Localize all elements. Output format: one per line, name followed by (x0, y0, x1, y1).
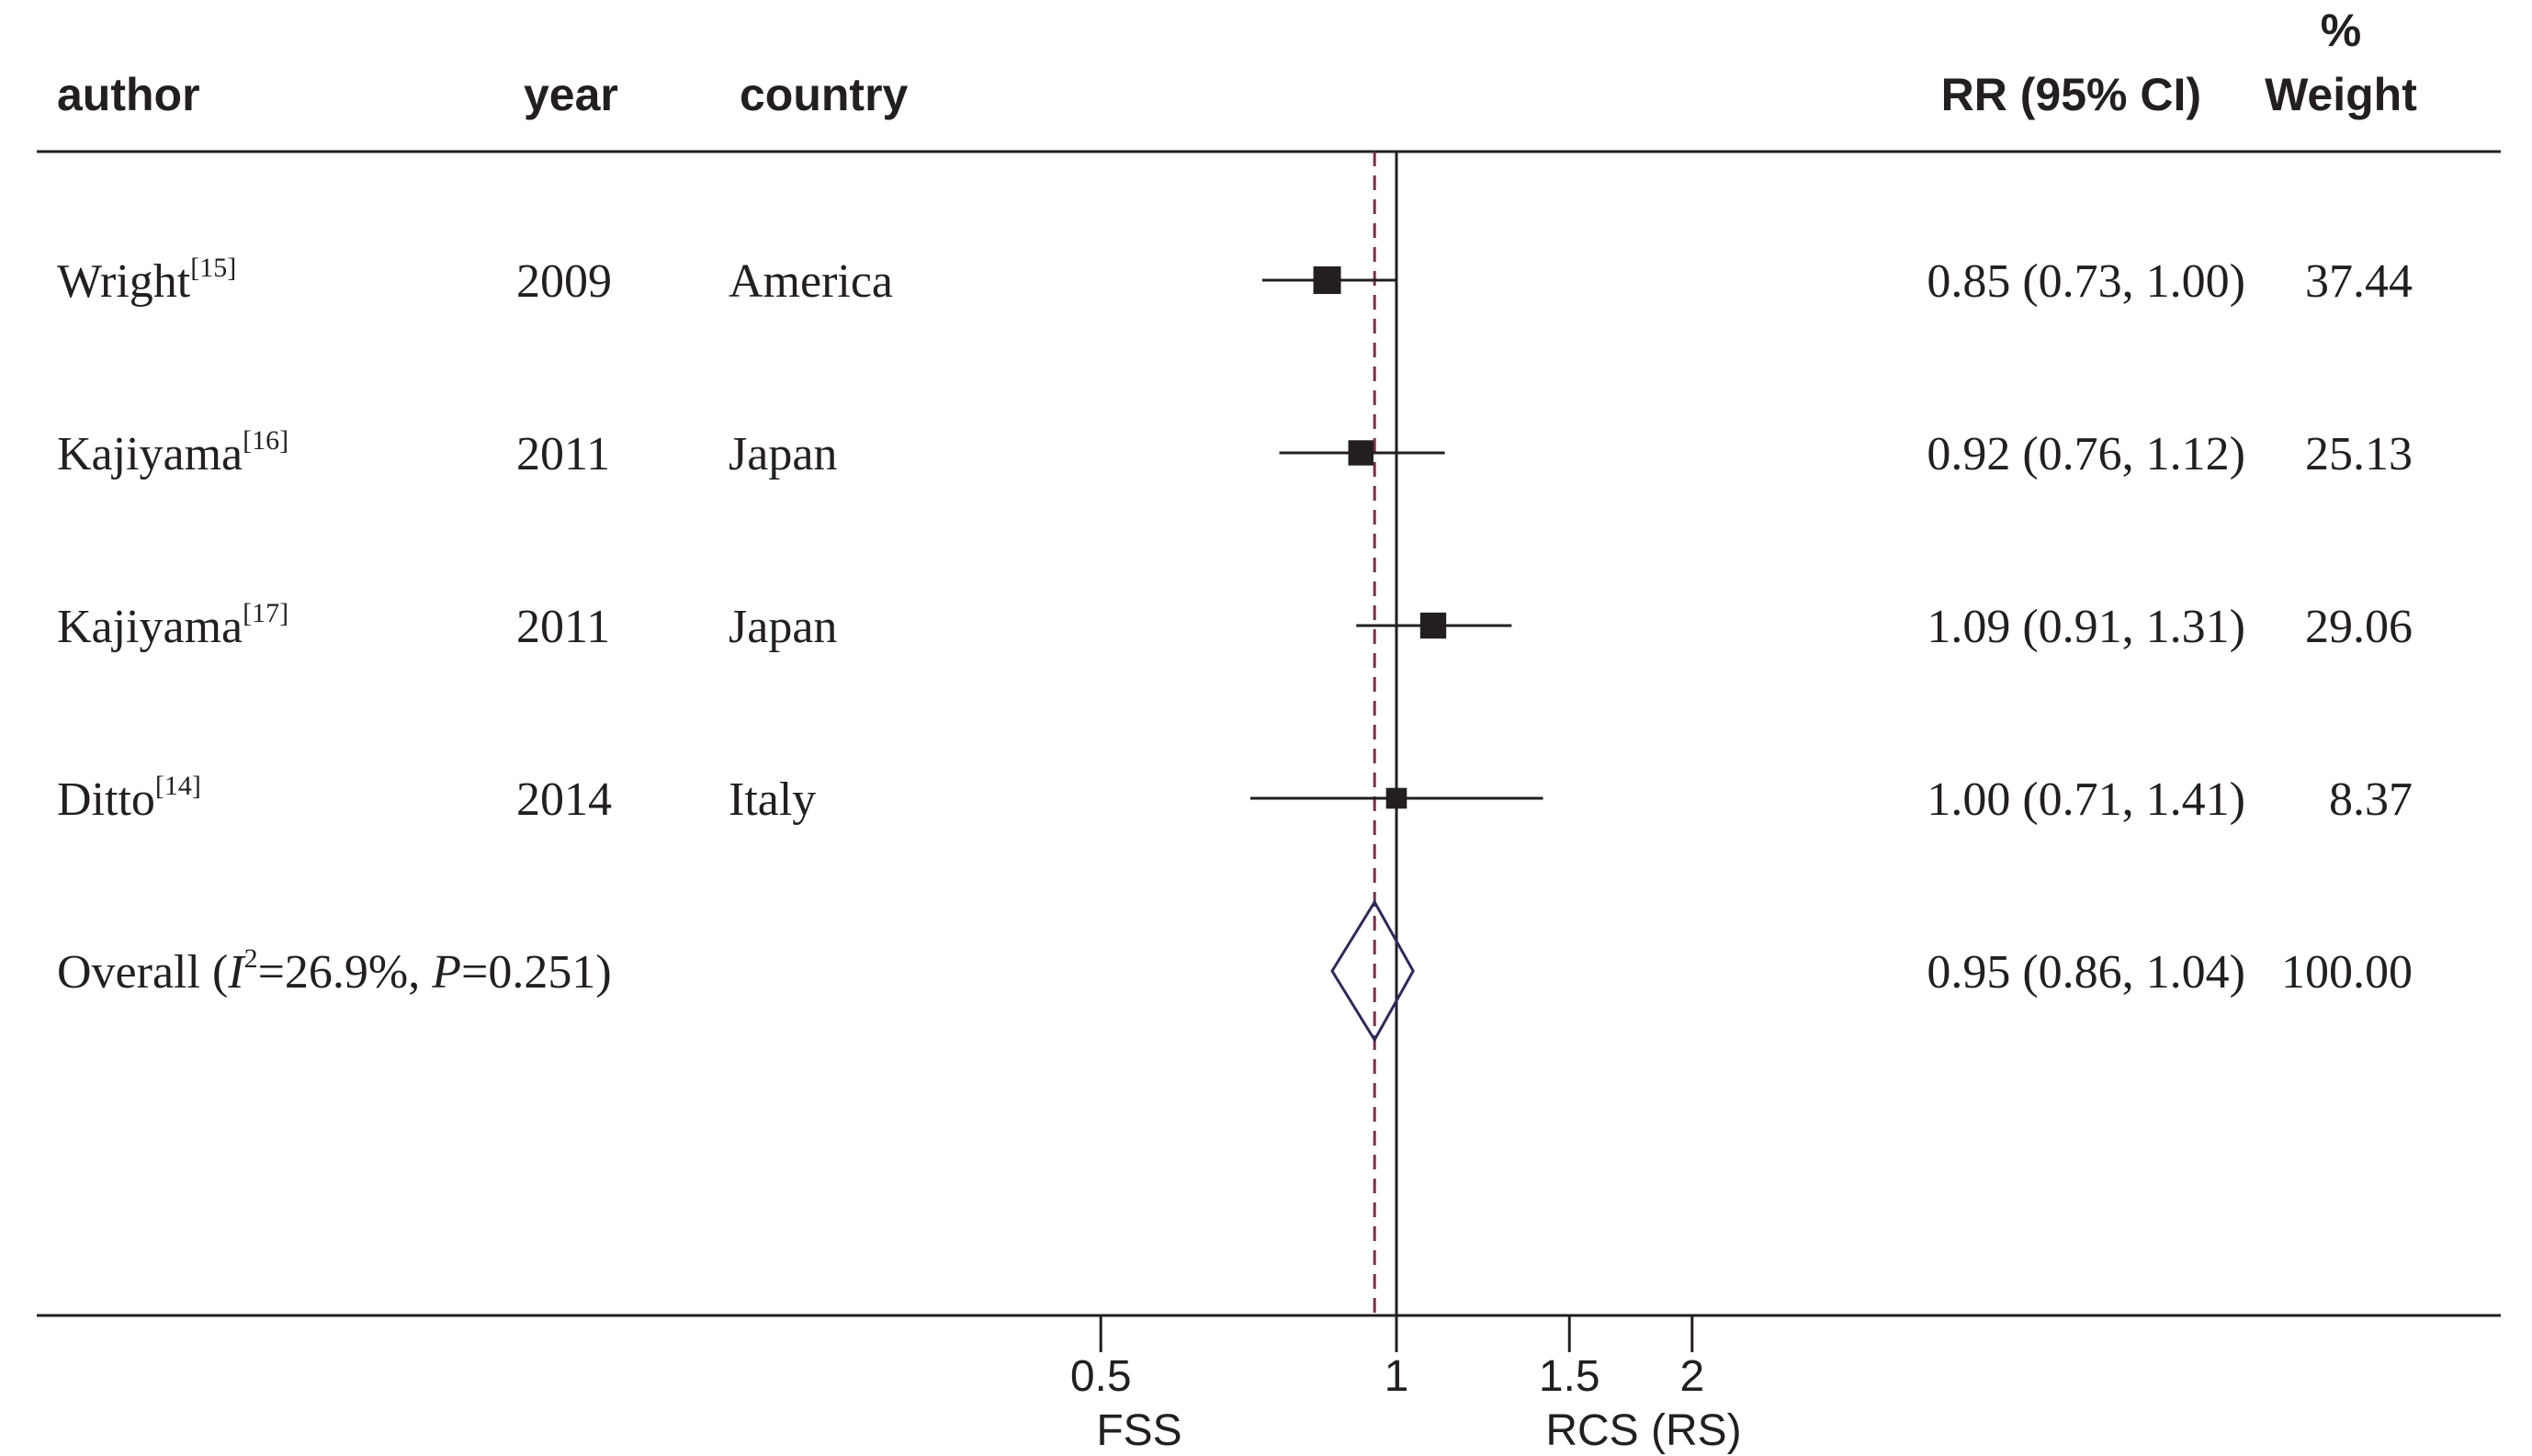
study-reference: [15] (190, 253, 236, 283)
header-weight: Weight (2265, 69, 2417, 120)
study-author: Wright[15] (57, 253, 236, 308)
favours-left-label: FSS (1096, 1406, 1181, 1455)
study-point-marker (1348, 440, 1374, 466)
study-author: Kajiyama[17] (57, 598, 288, 653)
study-author: Kajiyama[16] (57, 425, 288, 480)
x-tick-label: 1.5 (1539, 1352, 1600, 1401)
overall-weight: 100.00 (2281, 946, 2413, 999)
study-author-name: Wright (57, 255, 191, 308)
study-country: America (729, 255, 893, 308)
study-year: 2011 (516, 601, 610, 653)
overall-rr-ci: 0.95 (0.86, 1.04) (1927, 946, 2245, 999)
study-reference: [14] (155, 771, 201, 801)
study-author-name: Ditto (57, 773, 155, 826)
study-point-marker (1385, 787, 1407, 809)
study-row: Kajiyama[16] 2011 Japan 0.92 (0.76, 1.12) 25… (57, 425, 2413, 480)
study-year: 2014 (516, 773, 612, 826)
header-author: author (57, 69, 200, 120)
study-weight: 25.13 (2305, 428, 2413, 480)
study-rr-ci: 0.92 (0.76, 1.12) (1927, 428, 2245, 480)
overall-p-value: =0.251) (461, 946, 612, 999)
study-author-name: Kajiyama (57, 601, 243, 653)
study-point-marker (1419, 612, 1447, 639)
overall-i2-exponent: 2 (244, 943, 258, 974)
study-reference: [16] (243, 425, 288, 456)
header-country: country (740, 69, 909, 120)
x-tick-label: 1 (1385, 1352, 1409, 1401)
x-axis: 0.5 1 1.5 2 (1070, 1315, 1704, 1401)
study-country: Japan (729, 601, 837, 653)
study-weight: 8.37 (2329, 773, 2413, 826)
study-country: Italy (729, 773, 816, 826)
overall-p-symbol: P (431, 946, 461, 999)
overall-label: Overall (I2=26.9%, P=0.251) (57, 943, 612, 999)
study-reference: [17] (243, 598, 288, 628)
overall-i2-value: =26.9%, (258, 946, 433, 999)
study-rr-ci: 1.00 (0.71, 1.41) (1927, 773, 2245, 826)
study-author: Ditto[14] (57, 771, 201, 826)
overall-open-paren: ( (212, 946, 228, 999)
overall-row: Overall (I2=26.9%, P=0.251) 0.95 (0.86, 1… (57, 899, 2413, 1043)
study-row: Ditto[14] 2014 Italy 1.00 (0.71, 1.41) 8.37 (57, 771, 2413, 826)
x-tick-label: 0.5 (1070, 1352, 1132, 1401)
study-weight: 37.44 (2305, 255, 2413, 308)
favours-right-label: RCS (RS) (1545, 1406, 1741, 1455)
study-year: 2011 (516, 428, 610, 480)
study-row: Wright[15] 2009 America 0.85 (0.73, 1.00) 37… (57, 253, 2413, 308)
study-year: 2009 (516, 255, 612, 308)
study-rr-ci: 0.85 (0.73, 1.00) (1927, 255, 2245, 308)
header-rr-ci: RR (95% CI) (1941, 69, 2201, 120)
header-year: year (524, 69, 618, 120)
overall-label-text: Overall (57, 946, 212, 999)
header-weight-percent: % (2321, 5, 2361, 56)
overall-i2-symbol: I (227, 946, 246, 999)
x-tick-label: 2 (1679, 1352, 1704, 1401)
study-country: Japan (729, 428, 837, 480)
overall-diamond (1330, 899, 1415, 1043)
study-weight: 29.06 (2305, 601, 2413, 653)
study-rows: Wright[15] 2009 America 0.85 (0.73, 1.00) 37… (57, 253, 2413, 826)
study-point-marker (1313, 266, 1341, 294)
study-author-name: Kajiyama (57, 428, 243, 480)
study-rr-ci: 1.09 (0.91, 1.31) (1927, 601, 2245, 653)
study-row: Kajiyama[17] 2011 Japan 1.09 (0.91, 1.31) 29… (57, 598, 2413, 653)
